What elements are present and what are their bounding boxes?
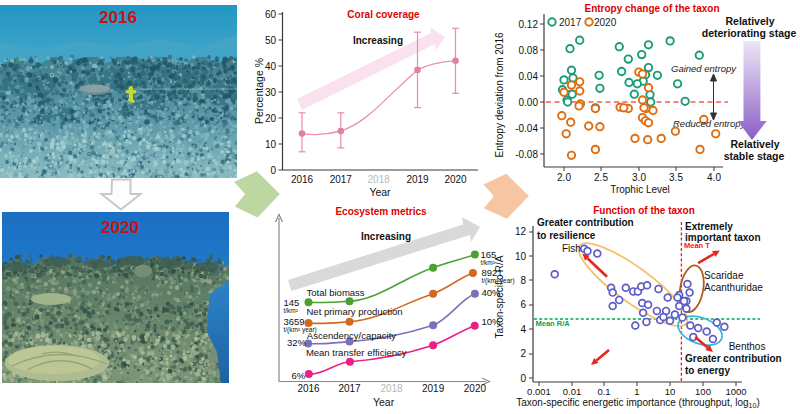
svg-text:10: 10 <box>265 139 277 150</box>
svg-text:Gained entropy: Gained entropy <box>671 63 737 74</box>
svg-text:Function of the taxon: Function of the taxon <box>593 205 695 216</box>
svg-text:0.1: 0.1 <box>597 386 610 397</box>
svg-text:Mean T: Mean T <box>684 241 710 250</box>
svg-text:Ascendency/capacity: Ascendency/capacity <box>307 330 396 341</box>
svg-text:0.08: 0.08 <box>519 45 539 56</box>
svg-text:0.001: 0.001 <box>527 386 551 397</box>
svg-text:Percentage %: Percentage % <box>253 58 265 124</box>
svg-text:60: 60 <box>265 9 277 20</box>
svg-text:2020: 2020 <box>594 17 617 28</box>
svg-text:Scaridae: Scaridae <box>704 270 744 281</box>
svg-text:0.01: 0.01 <box>563 386 582 397</box>
svg-text:0: 0 <box>270 165 276 176</box>
svg-text:deteriorating stage: deteriorating stage <box>702 27 797 39</box>
svg-text:40: 40 <box>265 61 277 72</box>
svg-text:-0.04: -0.04 <box>515 123 538 134</box>
svg-text:2019: 2019 <box>406 174 429 185</box>
svg-text:t/km²: t/km² <box>284 307 299 314</box>
svg-text:2019: 2019 <box>422 383 445 394</box>
svg-text:2018: 2018 <box>380 383 403 394</box>
svg-text:2016: 2016 <box>297 383 320 394</box>
svg-text:30: 30 <box>265 87 277 98</box>
svg-text:3.5: 3.5 <box>669 172 683 183</box>
svg-text:Net primary production: Net primary production <box>307 306 403 317</box>
svg-text:Greater contribution: Greater contribution <box>685 353 782 364</box>
svg-text:to resilience: to resilience <box>537 230 596 241</box>
svg-text:Mean transfer efficiency: Mean transfer efficiency <box>306 347 407 358</box>
svg-text:0: 0 <box>520 373 526 384</box>
svg-text:-0.08: -0.08 <box>515 149 538 160</box>
svg-text:Taxon-specific R/A: Taxon-specific R/A <box>494 255 505 338</box>
svg-text:Fish: Fish <box>562 243 581 254</box>
svg-text:6: 6 <box>520 299 526 310</box>
svg-text:2017: 2017 <box>330 174 353 185</box>
svg-text:2017: 2017 <box>338 383 361 394</box>
svg-text:10: 10 <box>665 386 676 397</box>
svg-text:Relatively: Relatively <box>725 15 774 27</box>
svg-text:3.0: 3.0 <box>632 172 646 183</box>
svg-text:Mean R/A: Mean R/A <box>536 319 571 328</box>
svg-text:20: 20 <box>265 113 277 124</box>
svg-text:1: 1 <box>634 386 639 397</box>
svg-text:Relatively: Relatively <box>730 138 779 150</box>
svg-text:Acanthuridae: Acanthuridae <box>704 282 763 293</box>
svg-text:4: 4 <box>520 324 526 335</box>
svg-text:stable stage: stable stage <box>724 150 785 162</box>
svg-text:2018: 2018 <box>368 174 391 185</box>
svg-text:1000: 1000 <box>725 386 746 397</box>
svg-text:Increasing: Increasing <box>353 35 403 46</box>
svg-text:Benthos: Benthos <box>729 341 766 352</box>
svg-text:2.5: 2.5 <box>594 172 608 183</box>
svg-text:Year: Year <box>373 396 395 408</box>
svg-text:Coral coverage: Coral coverage <box>347 9 420 20</box>
svg-text:Year: Year <box>369 186 391 198</box>
svg-text:Total biomass: Total biomass <box>307 287 365 298</box>
svg-text:Trophic Level: Trophic Level <box>610 184 670 195</box>
svg-text:2020: 2020 <box>464 383 487 394</box>
svg-text:2016: 2016 <box>291 174 314 185</box>
svg-text:Taxon-specific energetic impor: Taxon-specific energetic importance (thr… <box>516 397 760 409</box>
svg-text:32%: 32% <box>287 337 307 348</box>
svg-text:2020: 2020 <box>444 174 467 185</box>
svg-text:4.0: 4.0 <box>707 172 721 183</box>
svg-text:Entropy change of the taxon: Entropy change of the taxon <box>584 3 719 14</box>
svg-text:Increasing: Increasing <box>361 231 411 242</box>
svg-text:50: 50 <box>265 35 277 46</box>
svg-text:Entropy deviation from 2016: Entropy deviation from 2016 <box>494 32 505 158</box>
svg-text:8: 8 <box>520 275 526 286</box>
svg-text:0.12: 0.12 <box>519 19 539 30</box>
svg-text:10: 10 <box>515 251 527 262</box>
svg-text:12: 12 <box>515 226 527 237</box>
svg-text:2.0: 2.0 <box>557 172 571 183</box>
svg-text:6%: 6% <box>292 370 306 381</box>
svg-text:100: 100 <box>695 386 711 397</box>
svg-text:2: 2 <box>520 348 526 359</box>
svg-text:Extremely: Extremely <box>685 221 733 232</box>
svg-text:2017: 2017 <box>559 17 582 28</box>
svg-text:to energy: to energy <box>685 365 730 376</box>
svg-text:Reduced entropy: Reduced entropy <box>673 118 747 129</box>
svg-text:Ecosystem metrics: Ecosystem metrics <box>335 206 427 217</box>
svg-text:0.00: 0.00 <box>519 97 539 108</box>
svg-text:0.04: 0.04 <box>519 71 539 82</box>
svg-text:Greater contribution: Greater contribution <box>537 217 634 228</box>
